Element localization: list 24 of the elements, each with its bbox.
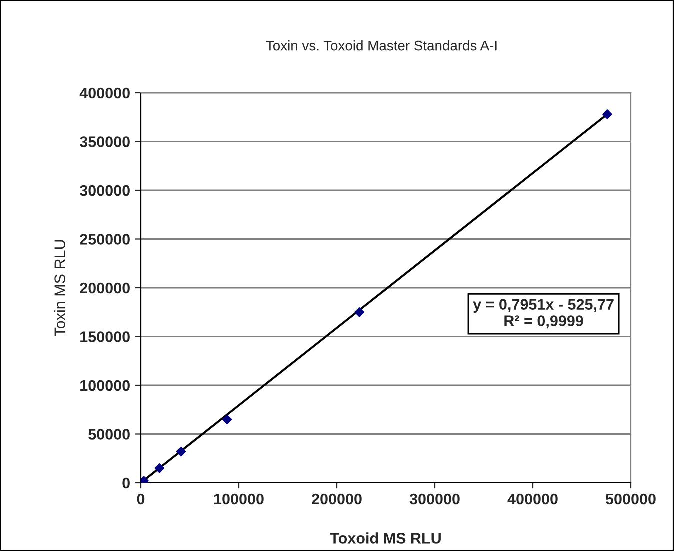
- point: [602, 110, 612, 120]
- chart-title: Toxin vs. Toxoid Master Standards A-I: [266, 40, 497, 51]
- x-tick-label: 100000: [214, 494, 264, 505]
- x-tick-label: 500000: [606, 494, 656, 505]
- y-tick-label: 200000: [80, 282, 130, 294]
- y-axis-title: Toxin MS RLU: [54, 240, 66, 336]
- y-tick-label: 250000: [80, 234, 130, 245]
- y-tick-label: 400000: [80, 88, 130, 99]
- x-axis-title: Toxoid MS RLU: [330, 532, 441, 544]
- y-tick-label: 100000: [80, 380, 130, 392]
- y-tick-label: 150000: [80, 332, 130, 342]
- y-tick-label: 50000: [88, 429, 130, 440]
- y-tick-label: 0: [122, 478, 130, 489]
- point: [354, 308, 364, 318]
- y-tick-label: 350000: [80, 136, 130, 148]
- point: [154, 464, 164, 474]
- x-tick-label: 0: [137, 494, 145, 505]
- x-tick-label: 400000: [508, 494, 558, 505]
- y-tick-label: 300000: [80, 185, 130, 196]
- annotation: y = 0,7951x - 525,77 R² = 0,9999: [473, 299, 614, 329]
- x-tick-label: 300000: [410, 494, 460, 505]
- point: [176, 446, 186, 457]
- point: [222, 414, 232, 424]
- x-tick-label: 200000: [312, 494, 362, 505]
